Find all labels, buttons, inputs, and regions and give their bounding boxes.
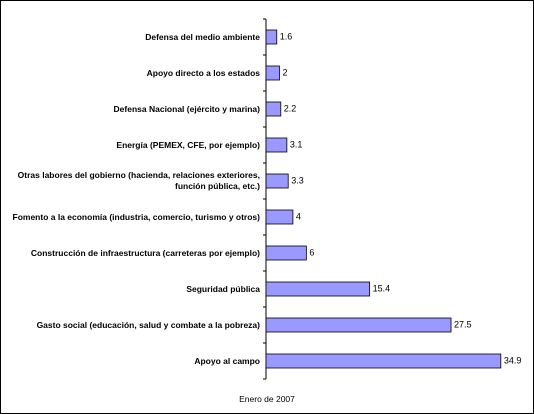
data-label: 3.1 [290, 139, 303, 149]
category-label: Defensa Nacional (ejército y marina) [113, 103, 260, 114]
bar [265, 281, 371, 297]
data-label: 6 [309, 247, 314, 257]
data-label: 1.6 [280, 31, 293, 41]
annotation: Enero de 2007 [239, 394, 295, 404]
bar [265, 173, 289, 189]
data-label: 34.9 [504, 355, 522, 365]
category-label: Energía (PEMEX, CFE, por ejemplo) [116, 139, 260, 150]
bar [265, 245, 307, 261]
category-label: Fomento a la economía (industria, comerc… [12, 211, 261, 222]
bar [265, 353, 502, 369]
category-label: Gasto social (educación, salud y combate… [36, 319, 260, 330]
category-label: Apoyo al campo [194, 355, 260, 366]
data-label: 27.5 [454, 319, 472, 329]
category-label: Seguridad pública [186, 283, 260, 294]
category-label: Defensa del medio ambiente [145, 31, 260, 42]
category-label: Construcción de infraestructura (carrete… [30, 247, 260, 258]
data-label: 15.4 [373, 283, 391, 293]
category-label: Otras labores del gobierno (hacienda, re… [17, 170, 260, 191]
data-label: 2 [282, 67, 287, 77]
bar [265, 101, 282, 117]
data-label: 2.2 [284, 103, 297, 113]
bar [265, 317, 452, 333]
category-label: Apoyo directo a los estados [146, 67, 260, 78]
bar [265, 209, 294, 225]
data-label: 3.3 [291, 175, 304, 185]
data-label: 4 [296, 211, 301, 221]
bar [265, 137, 288, 153]
bar [265, 65, 280, 81]
bar [265, 29, 278, 45]
